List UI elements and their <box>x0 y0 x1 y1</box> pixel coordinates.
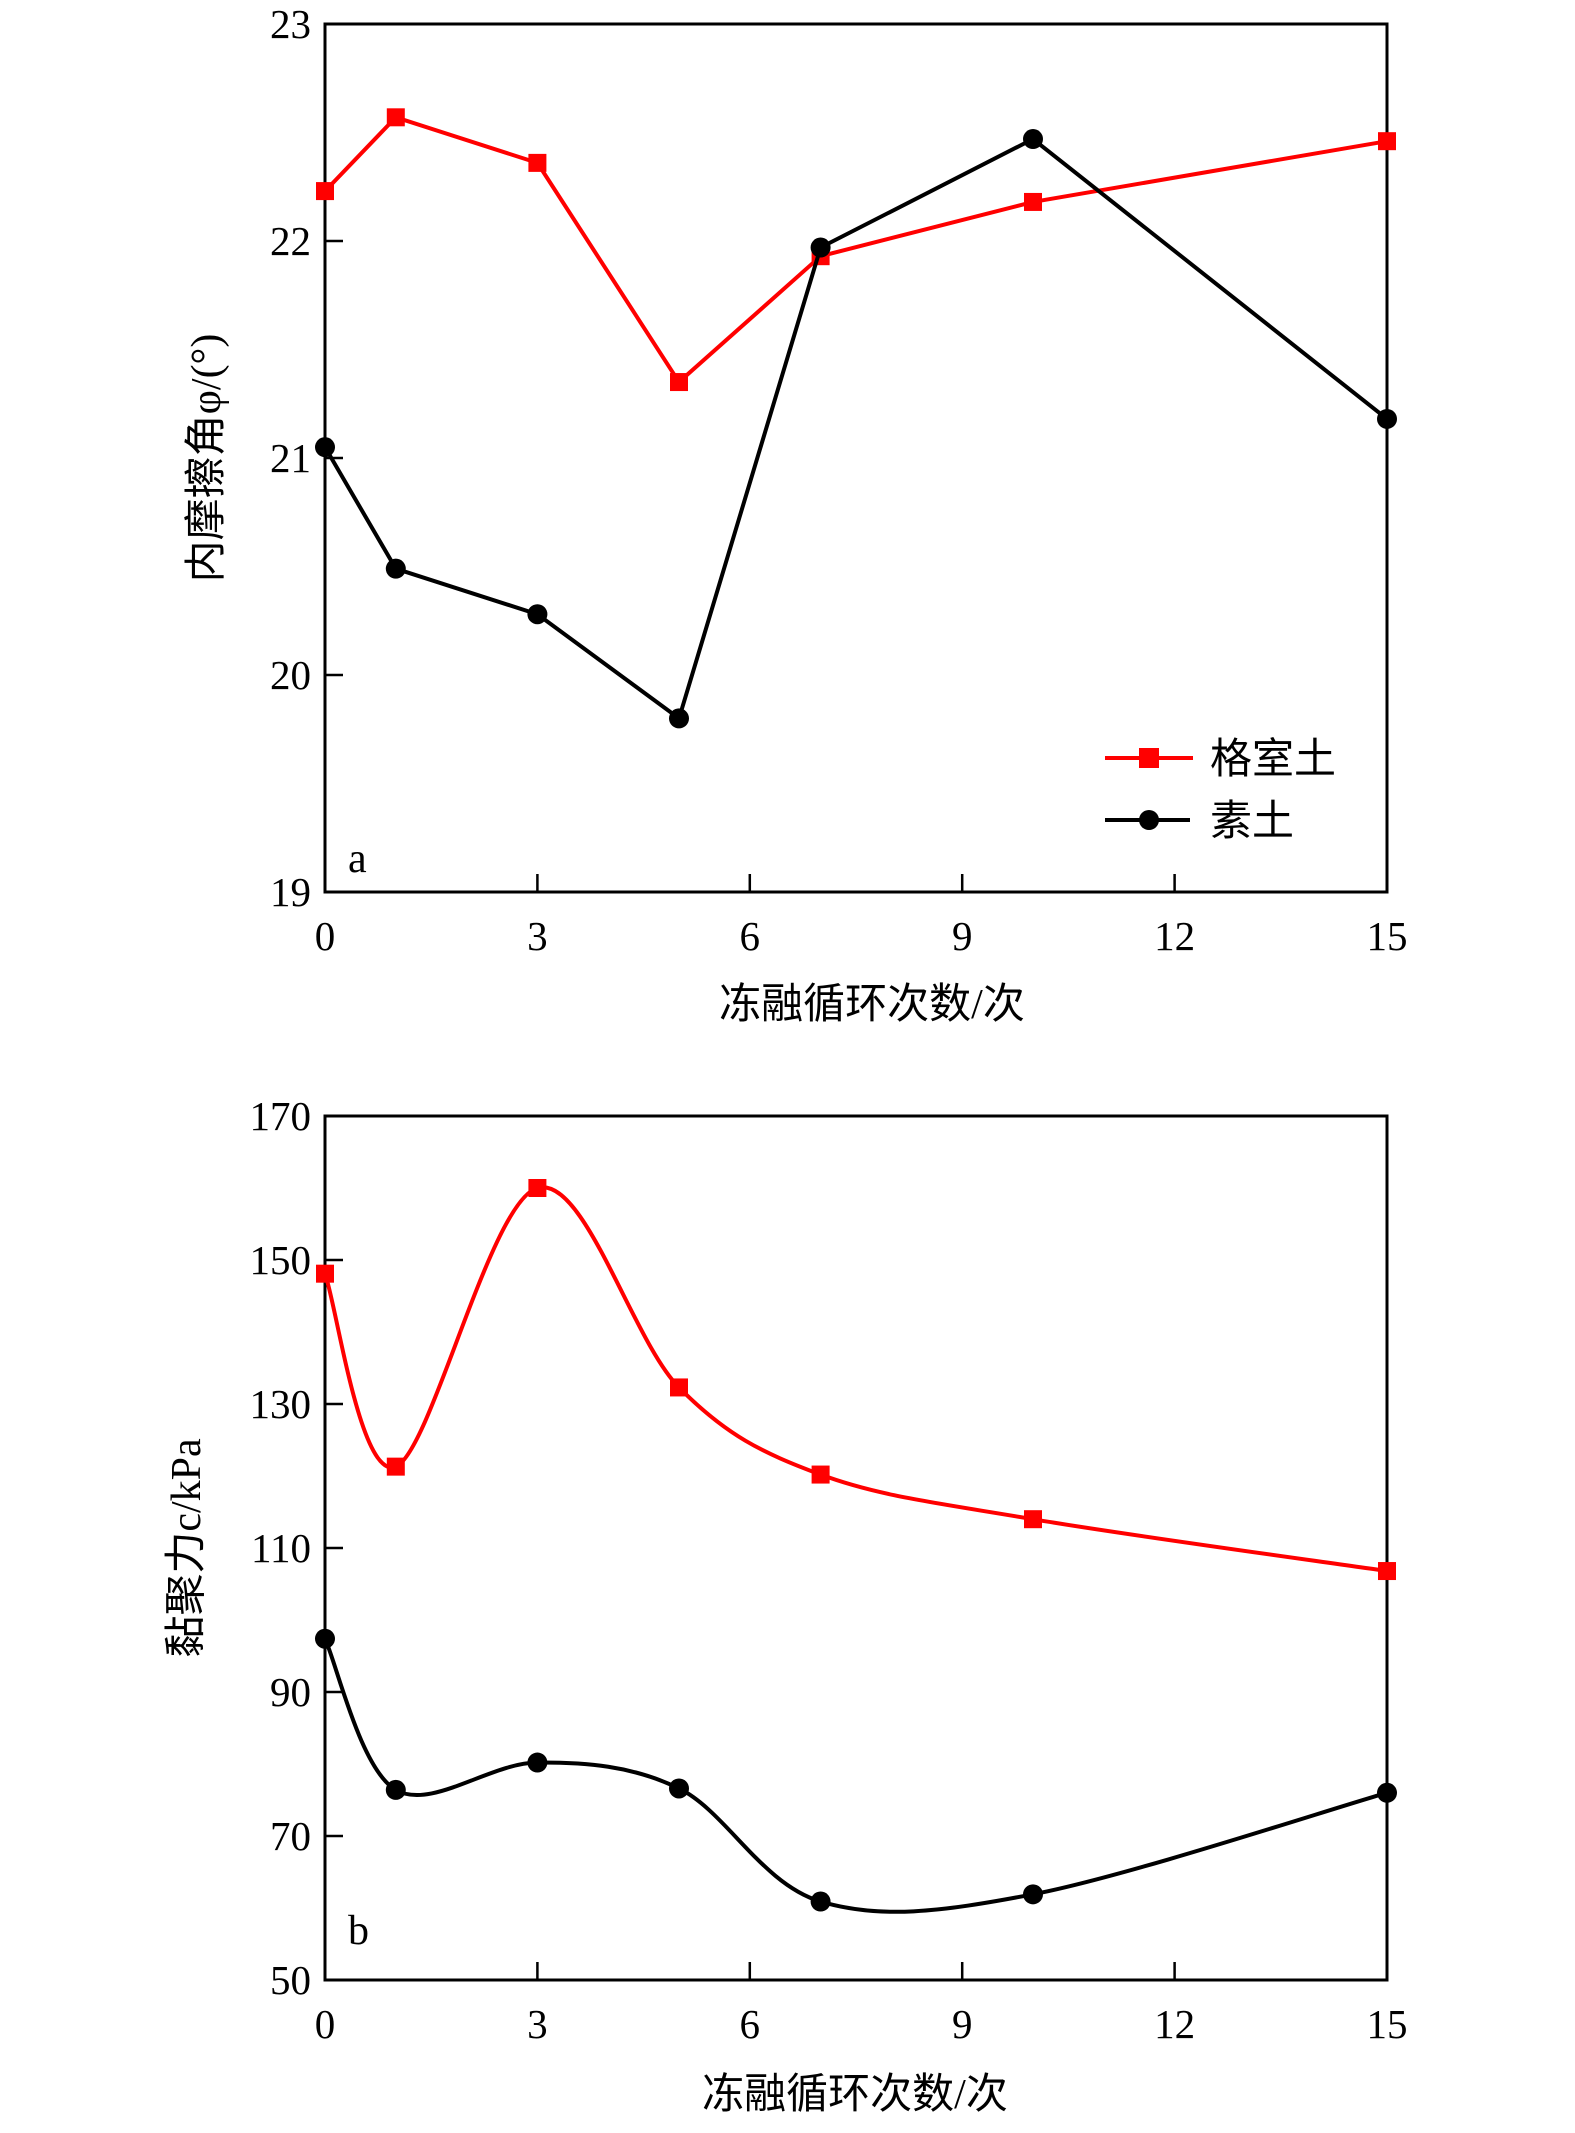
legend-item-cell-soil: 格室土 <box>1105 736 1336 783</box>
x-tick-label: 0 <box>315 2001 336 2047</box>
data-point <box>386 108 405 127</box>
axes: 0 3 6 9 12 15 50 70 90 110 130 150 170 <box>250 1093 1408 2047</box>
data-point <box>811 1465 830 1484</box>
y-tick-label: 150 <box>250 1237 312 1283</box>
data-point <box>315 1628 335 1649</box>
x-tick-label: 12 <box>1154 2001 1195 2047</box>
data-point <box>315 437 335 458</box>
data-point <box>385 558 406 579</box>
series-plain-soil <box>315 129 1397 729</box>
series-cell-soil <box>316 108 1396 392</box>
x-tick-label: 6 <box>740 913 761 959</box>
data-point <box>1377 408 1397 429</box>
y-tick-label: 23 <box>270 1 311 47</box>
data-point <box>1378 1562 1396 1581</box>
x-tick-label: 3 <box>527 913 548 959</box>
data-point <box>1024 1510 1042 1529</box>
panel-label: b <box>348 1908 369 1954</box>
data-point <box>670 373 688 392</box>
data-point <box>527 1752 548 1773</box>
data-point <box>1023 1884 1043 1905</box>
chart-panel-b: 0 3 6 9 12 15 50 70 90 110 130 150 170 b 冻融循环次数/次 黏聚… <box>164 1093 1408 2118</box>
y-tick-label: 19 <box>270 869 311 915</box>
x-tick-label: 0 <box>315 913 336 959</box>
y-axis-label: 黏聚力c/kPa <box>164 1438 210 1658</box>
y-tick-label: 22 <box>270 218 311 264</box>
series-line <box>323 137 1389 721</box>
data-point <box>527 604 548 625</box>
series-line <box>323 115 1388 385</box>
data-point <box>1023 129 1043 150</box>
panel-label: a <box>348 836 367 882</box>
series-line <box>323 1185 1388 1574</box>
square-marker-icon <box>1139 748 1159 768</box>
series-plain-soil <box>315 1628 1397 1914</box>
y-tick-label: 110 <box>251 1525 311 1571</box>
y-tick-label: 90 <box>270 1669 311 1715</box>
legend-label: 格室土 <box>1210 736 1336 783</box>
data-point <box>1378 132 1396 151</box>
y-tick-label: 21 <box>270 435 311 481</box>
x-axis-label: 冻融循环次数/次 <box>702 2071 1008 2118</box>
y-tick-label: 20 <box>270 652 311 698</box>
x-tick-label: 9 <box>952 2001 973 2047</box>
data-point <box>528 1179 547 1197</box>
data-point <box>670 1378 688 1397</box>
x-tick-label: 9 <box>952 913 973 959</box>
x-tick-label: 15 <box>1367 913 1408 959</box>
data-point <box>810 1891 831 1912</box>
x-axis-label: 冻融循环次数/次 <box>719 981 1025 1028</box>
y-tick-label: 130 <box>250 1381 312 1427</box>
y-tick-label: 50 <box>270 1957 311 2003</box>
circle-marker-icon <box>1139 810 1159 830</box>
series-line <box>323 1637 1388 1914</box>
y-tick-label: 170 <box>250 1093 312 1139</box>
data-point <box>316 182 334 201</box>
data-point <box>669 708 689 729</box>
x-tick-label: 15 <box>1367 2001 1408 2047</box>
data-point <box>528 153 547 172</box>
y-axis-label: 内摩擦角φ/(°) <box>183 334 230 583</box>
x-tick-label: 12 <box>1154 913 1195 959</box>
data-point <box>316 1264 334 1283</box>
legend-label: 素土 <box>1210 799 1294 845</box>
axes: 0 3 6 9 12 15 19 20 21 22 23 <box>270 1 1408 959</box>
data-point <box>1377 1782 1397 1803</box>
data-point <box>669 1778 689 1799</box>
data-point <box>1024 192 1042 211</box>
x-tick-label: 3 <box>527 2001 548 2047</box>
x-tick-label: 6 <box>740 2001 761 2047</box>
data-point <box>385 1779 406 1800</box>
series-cell-soil <box>316 1179 1396 1581</box>
data-point <box>810 237 831 258</box>
legend: 格室土 素土 <box>1105 736 1336 845</box>
y-tick-label: 70 <box>270 1813 311 1859</box>
data-point <box>386 1457 405 1476</box>
legend-item-plain-soil: 素土 <box>1105 799 1294 845</box>
